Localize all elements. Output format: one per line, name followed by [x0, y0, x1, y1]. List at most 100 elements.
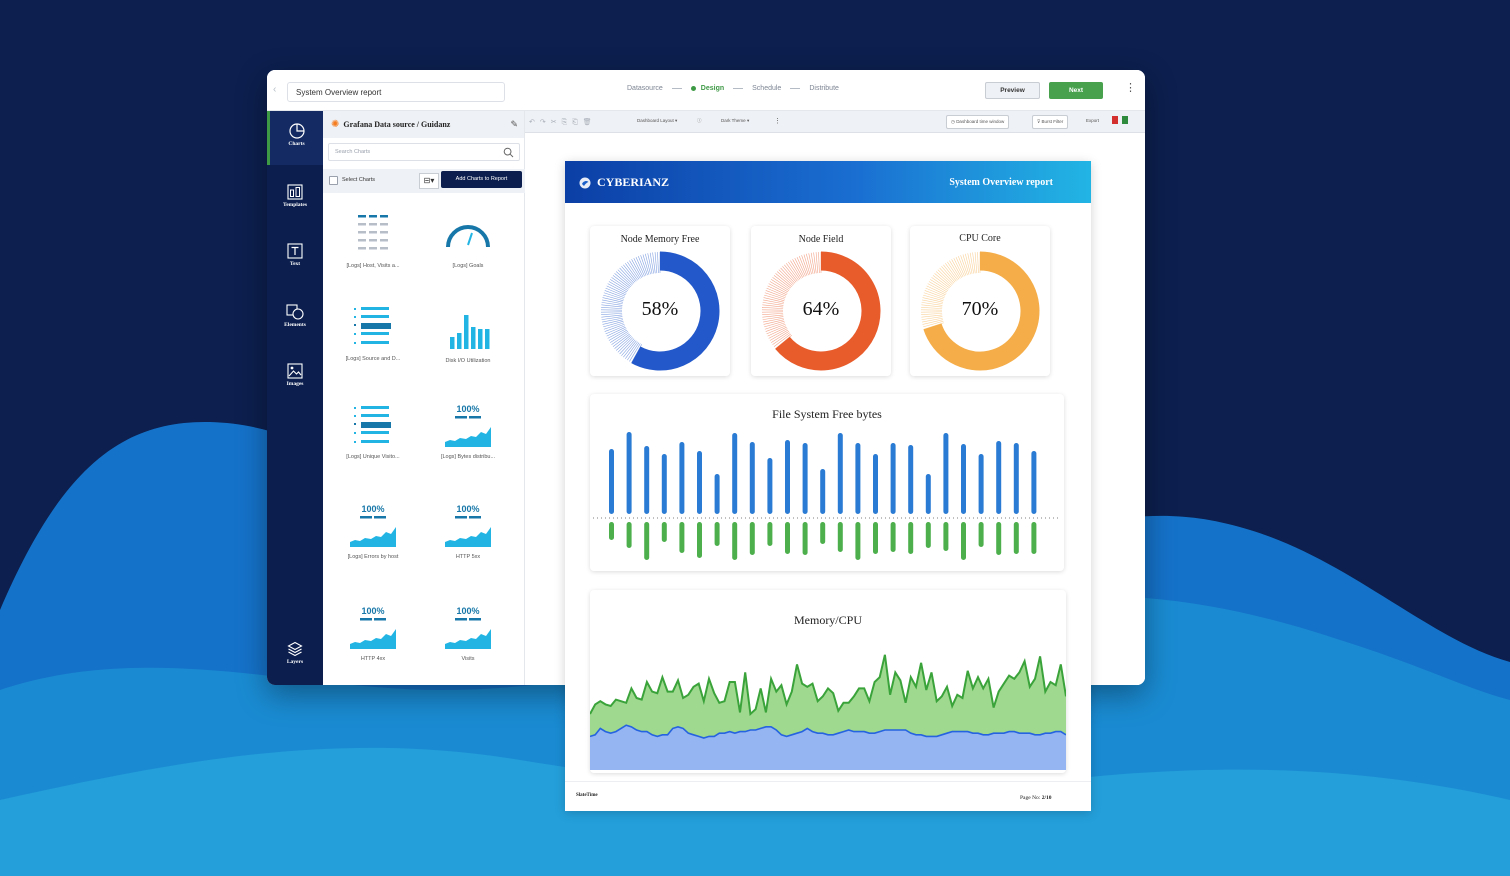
preview-button[interactable]: Preview: [985, 82, 1040, 99]
layers-icon: [287, 641, 303, 657]
chart-tile-label: [Logs] Host, Visits a...: [346, 263, 400, 269]
bar-chart: [593, 432, 1061, 560]
pdf-export-icon[interactable]: [1112, 116, 1118, 125]
bar-negative: [644, 522, 650, 560]
step-design[interactable]: Design: [690, 85, 725, 92]
wizard-steps: Datasource Design Schedule Distribute: [627, 85, 839, 92]
select-charts-row: Select Charts ⊟▾ Add Charts to Report: [323, 169, 525, 193]
search-placeholder: Search Charts: [335, 149, 371, 155]
chart-tile[interactable]: [Logs] Source and D...: [328, 303, 418, 393]
canvas-toolbar: ↶↷✂⎘⎗🗑 Dashboard Layout ▾ ⓘ Dark Theme ▾…: [525, 111, 1145, 133]
chart-tile-label: Visits: [461, 656, 475, 662]
bar-positive: [961, 444, 966, 514]
charts-panel: ✺ Grafana Data source / Guidanz ✎ Search…: [323, 111, 525, 685]
more-options-icon[interactable]: ⋮: [1125, 82, 1136, 94]
line-series-1: [590, 654, 1066, 717]
bar-negative: [837, 522, 843, 552]
chart-tile[interactable]: 100% [Logs] Errors by host: [328, 502, 418, 592]
next-button[interactable]: Next: [1049, 82, 1103, 99]
report-name-input[interactable]: [287, 82, 505, 102]
sidebar-item-charts[interactable]: Charts: [267, 111, 323, 165]
donut-value-arc: [775, 251, 881, 371]
bar-negative: [1013, 522, 1019, 554]
donut-remainder: [762, 252, 822, 349]
donut-value: 64%: [802, 298, 840, 320]
time-window-button[interactable]: ◷ Dashboard time window: [946, 115, 1010, 129]
chart-thumbnail: [446, 225, 490, 248]
chart-thumbnail: [354, 307, 391, 344]
chart-tile-label: [Logs] Bytes distribu...: [440, 454, 496, 460]
step-datasource[interactable]: Datasource: [627, 85, 663, 92]
bar-positive: [996, 441, 1002, 514]
report-title: System Overview report: [949, 177, 1053, 188]
bar-chart-card[interactable]: File System Free bytes: [590, 394, 1064, 571]
chart-tile[interactable]: 100% HTTP 5xx: [423, 502, 513, 592]
stat-value: 100%: [456, 404, 479, 414]
select-all-checkbox[interactable]: [329, 176, 338, 185]
add-charts-button[interactable]: Add Charts to Report: [441, 171, 522, 188]
donut-card-node-field[interactable]: Node Field 64%: [751, 226, 891, 376]
text-icon: [287, 243, 303, 259]
edit-tool-icons[interactable]: ↶↷✂⎘⎗🗑: [529, 119, 597, 126]
bar-negative: [767, 522, 773, 546]
edit-icon[interactable]: ✎: [510, 119, 518, 129]
donut-card-memory[interactable]: Node Memory Free 58%: [590, 226, 730, 376]
sidebar-item-label: Elements: [284, 322, 306, 328]
sidebar-item-layers[interactable]: Layers: [267, 629, 323, 683]
excel-export-icon[interactable]: [1122, 116, 1128, 125]
select-charts-label: Select Charts: [342, 177, 376, 183]
donut-remainder: [601, 252, 661, 363]
stat-value: 100%: [361, 504, 384, 514]
chart-tile-label: [Logs] Unique Visito...: [346, 454, 400, 460]
brand-name: CYBERIANZ: [597, 175, 670, 189]
sidebar-item-text[interactable]: Text: [267, 231, 323, 285]
chart-tile[interactable]: Disk I/O Utilization: [423, 303, 513, 393]
bar-negative: [943, 522, 949, 551]
sidebar-item-label: Text: [289, 261, 301, 267]
bar-positive: [661, 454, 667, 514]
toolbar-more-icon[interactable]: ⋮: [774, 118, 781, 125]
theme-dropdown-label: Dark Theme: [721, 118, 746, 123]
step-distribute[interactable]: Distribute: [809, 85, 839, 92]
info-icon[interactable]: ⓘ: [697, 118, 702, 123]
chart-tile[interactable]: [Logs] Goals: [423, 211, 513, 301]
bar-positive: [732, 433, 738, 514]
bar-negative: [890, 522, 896, 552]
bar-positive: [644, 446, 650, 514]
sidebar-item-images[interactable]: Images: [267, 351, 323, 405]
chart-thumbnail: 100%: [445, 606, 491, 649]
sidebar-item-label: Templates: [283, 202, 307, 208]
chart-title: File System Free bytes: [772, 407, 882, 421]
layout-toggle-icon[interactable]: ⊟▾: [419, 173, 439, 189]
bar-negative: [925, 522, 931, 548]
back-icon[interactable]: ‹: [273, 84, 277, 95]
pie-chart-icon: [288, 123, 305, 139]
bar-positive: [785, 440, 790, 514]
chart-tile[interactable]: 100% Visits: [423, 604, 513, 685]
theme-dropdown[interactable]: Dark Theme ▾: [721, 118, 750, 123]
chart-tile[interactable]: 100% HTTP 4xx: [328, 604, 418, 685]
step-label: Design: [700, 85, 725, 92]
search-icon[interactable]: [503, 147, 514, 158]
chart-tile-label: Disk I/O Utilization: [445, 358, 491, 364]
step-schedule[interactable]: Schedule: [752, 85, 781, 92]
search-input[interactable]: Search Charts: [328, 143, 520, 161]
donut-card-cpu[interactable]: CPU Core 70%: [910, 226, 1050, 376]
step-separator: [671, 88, 682, 89]
chart-tile[interactable]: [Logs] Host, Visits a...: [328, 211, 418, 301]
page-number-value: 2/10: [1041, 795, 1052, 801]
report-footer: SlateTime Page No: 2/10: [565, 781, 1091, 811]
sidebar-item-elements[interactable]: Elements: [267, 292, 323, 346]
bar-negative: [978, 522, 984, 547]
sidebar-item-templates[interactable]: Templates: [267, 172, 323, 226]
bar-negative: [802, 522, 808, 555]
chart-thumbnail: [354, 406, 391, 443]
area-chart-card[interactable]: Memory/CPU: [590, 590, 1066, 773]
report-page[interactable]: CYBERIANZ System Overview report Node Me…: [565, 161, 1091, 811]
chart-tile[interactable]: [Logs] Unique Visito...: [328, 402, 418, 492]
sidebar-item-label: Images: [286, 381, 304, 387]
layout-dropdown[interactable]: Dashboard Layout ▾: [637, 118, 678, 123]
bar-positive: [767, 458, 773, 514]
chart-tile[interactable]: 100% [Logs] Bytes distribu...: [423, 402, 513, 492]
burst-filter-button[interactable]: ⊽ Burst Filter: [1032, 115, 1069, 129]
